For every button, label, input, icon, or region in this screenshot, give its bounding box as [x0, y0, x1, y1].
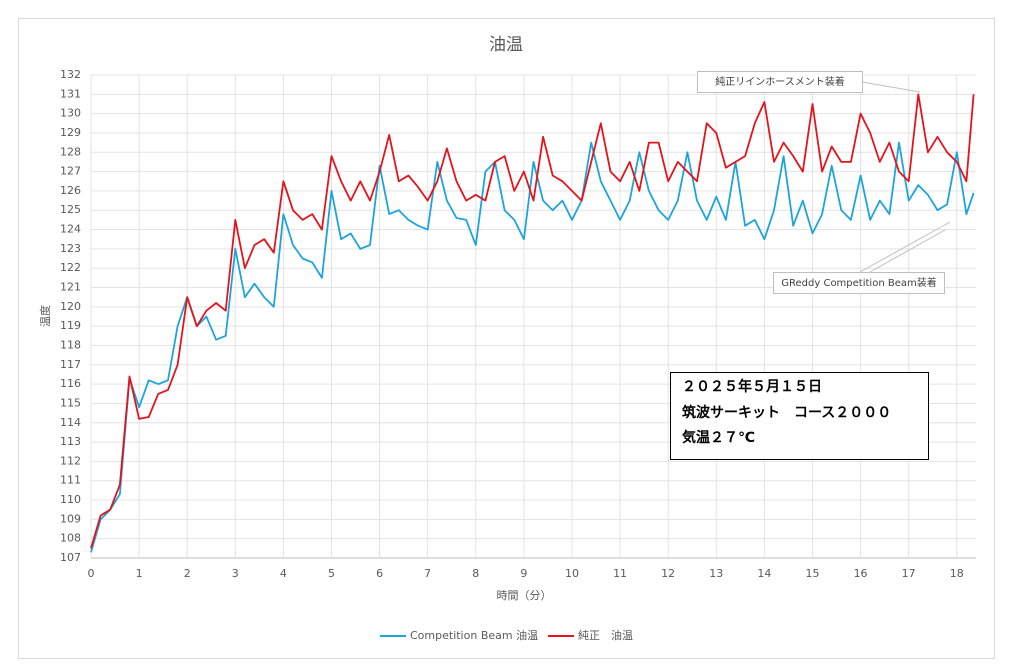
- y-tick-label: 122: [60, 261, 81, 274]
- x-tick-label: 6: [376, 567, 383, 580]
- x-tick-label: 4: [280, 567, 287, 580]
- annotation-box: [773, 272, 945, 294]
- y-tick-label: 119: [60, 319, 81, 332]
- y-tick-label: 120: [60, 300, 81, 313]
- y-tick-label: 121: [60, 281, 81, 294]
- chart-title: 油温: [489, 35, 523, 55]
- x-tick-label: 11: [613, 567, 627, 580]
- y-tick-label: 127: [60, 165, 81, 178]
- x-axis-label: 時間（分）: [497, 589, 552, 602]
- x-tick-label: 15: [805, 567, 819, 580]
- annotation-leader: [861, 81, 921, 93]
- y-tick-label: 107: [60, 551, 81, 564]
- data-line: [90, 93, 975, 549]
- plot: [90, 93, 975, 553]
- x-tick-label: 3: [232, 567, 239, 580]
- y-tick-label: 114: [60, 416, 81, 429]
- x-tick-label: 2: [184, 567, 191, 580]
- y-tick-label: 130: [60, 107, 81, 120]
- legend-label: 純正 油温: [578, 628, 633, 642]
- chart-border: [18, 18, 995, 659]
- y-tick-label: 111: [60, 474, 81, 487]
- y-tick-label: 113: [60, 435, 81, 448]
- legend-label: Competition Beam 油温: [410, 628, 538, 642]
- y-tick-label: 123: [60, 242, 81, 255]
- y-tick-label: 112: [60, 454, 81, 467]
- x-tick-label: 16: [854, 567, 868, 580]
- x-tick-label: 18: [950, 567, 964, 580]
- y-tick-label: 108: [60, 532, 81, 545]
- annotation-leader: [859, 221, 951, 273]
- x-tick-label: 9: [520, 567, 527, 580]
- y-tick-label: 115: [60, 396, 81, 409]
- y-tick-label: 117: [60, 358, 81, 371]
- annotation: 純正リインホースメント装着: [715, 75, 845, 88]
- y-tick-label: 126: [60, 184, 81, 197]
- y-tick-label: 124: [60, 223, 81, 236]
- y-tick-label: 132: [60, 68, 81, 81]
- y-tick-label: 110: [60, 493, 81, 506]
- x-tick-label: 1: [136, 567, 143, 580]
- info-line: 気温２７℃: [682, 429, 755, 446]
- y-tick-label: 125: [60, 203, 81, 216]
- x-tick-label: 17: [902, 567, 916, 580]
- info-line: ２０２５年５月１５日: [682, 378, 822, 395]
- annotation-leader: [869, 229, 946, 273]
- y-axis-label: 温度: [38, 305, 52, 327]
- y-tick-label: 128: [60, 145, 81, 158]
- x-tick-label: 0: [88, 567, 95, 580]
- annotation: GReddy Competition Beam装着: [781, 276, 936, 289]
- x-tick-label: 12: [661, 567, 675, 580]
- legend: Competition Beam 油温 純正 油温: [380, 628, 633, 642]
- y-tick-label: 129: [60, 126, 81, 139]
- info-box: [670, 372, 929, 460]
- x-tick-label: 8: [472, 567, 479, 580]
- x-tick-label: 13: [709, 567, 723, 580]
- y-tick-label: 109: [60, 512, 81, 525]
- y-tick-label: 131: [60, 87, 81, 100]
- y-tick-label: 116: [60, 377, 81, 390]
- y-tick-label: 118: [60, 338, 81, 351]
- grid: 1071081091101111121131141151161171181191…: [60, 68, 976, 580]
- x-tick-label: 7: [424, 567, 431, 580]
- x-tick-label: 10: [565, 567, 579, 580]
- x-tick-label: 5: [328, 567, 335, 580]
- info-line: 筑波サーキット コース２０００: [682, 404, 891, 421]
- data-line: [90, 141, 975, 553]
- annotation-box: [697, 71, 863, 93]
- x-tick-label: 14: [757, 567, 771, 580]
